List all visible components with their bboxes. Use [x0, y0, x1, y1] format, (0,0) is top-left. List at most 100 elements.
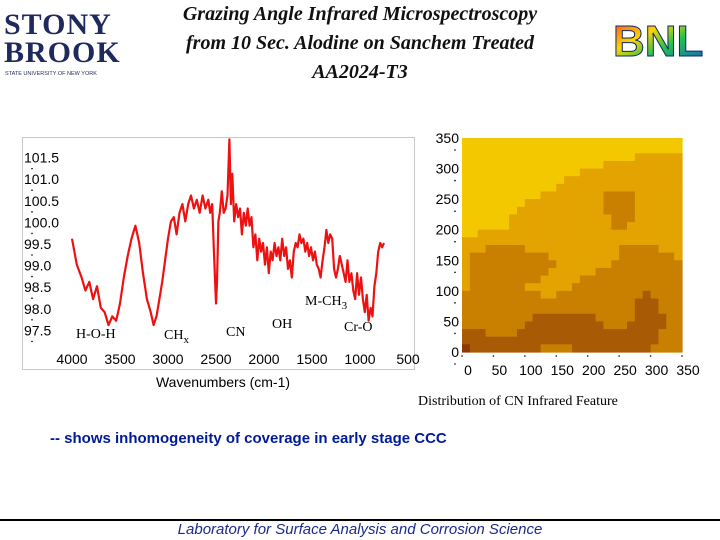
map-cell	[627, 336, 636, 345]
map-cell	[532, 145, 542, 154]
map-cell	[674, 336, 683, 345]
map-cell	[611, 214, 620, 223]
map-cell	[658, 283, 667, 292]
map-cell	[540, 176, 550, 185]
map-cell	[524, 298, 534, 307]
map-x-tick-label: 150	[551, 362, 575, 378]
map-cell	[674, 252, 683, 261]
y-tick-mark	[31, 318, 33, 321]
map-cell	[548, 183, 557, 193]
map-x-tick-mark	[555, 355, 558, 357]
map-cell	[548, 214, 557, 223]
map-cell	[493, 191, 502, 200]
map-cell	[611, 183, 620, 193]
map-cell	[524, 252, 534, 261]
map-cell	[603, 229, 612, 238]
map-cell	[517, 153, 526, 162]
map-cell	[666, 183, 675, 193]
map-cell	[579, 290, 589, 300]
map-y-tick-mark	[454, 210, 456, 212]
map-cell	[674, 222, 683, 231]
map-cell	[611, 275, 620, 284]
map-cell	[501, 214, 510, 223]
map-cell	[572, 329, 581, 338]
map-cell	[595, 252, 605, 261]
map-cell	[485, 344, 495, 353]
map-cell	[674, 229, 683, 238]
map-cell	[587, 252, 597, 261]
map-cell	[485, 290, 495, 300]
map-cell	[548, 237, 557, 246]
map-cell	[556, 336, 565, 345]
map-cell	[548, 206, 557, 216]
map-cell	[666, 275, 675, 284]
title-line-1: Grazing Angle Infrared Microspectroscopy	[182, 3, 538, 25]
map-cell	[587, 275, 597, 284]
map-cell	[485, 298, 495, 307]
map-cell	[469, 138, 479, 147]
map-cell	[619, 160, 628, 170]
map-cell	[509, 306, 518, 315]
map-cell	[462, 237, 471, 246]
map-cell	[564, 275, 573, 284]
map-cell	[509, 283, 518, 292]
map-cell	[485, 283, 495, 292]
map-cell	[517, 298, 526, 307]
map-cell	[603, 275, 612, 284]
map-cell	[564, 176, 573, 185]
map-cell	[587, 229, 597, 238]
map-cell	[540, 329, 550, 338]
map-cell	[666, 245, 675, 254]
map-cell	[603, 153, 612, 162]
map-cell	[532, 245, 542, 254]
map-cell	[674, 237, 683, 246]
map-cell	[477, 191, 487, 200]
map-cell	[548, 153, 557, 162]
map-cell	[540, 306, 550, 315]
x-tick-label: 2000	[248, 351, 279, 367]
map-cell	[666, 283, 675, 292]
map-cell	[517, 199, 526, 208]
map-cell	[517, 306, 526, 315]
map-cell	[579, 275, 589, 284]
map-cell	[666, 199, 675, 208]
map-cell	[556, 344, 565, 353]
x-tick-label: 1500	[296, 351, 327, 367]
map-cell	[674, 321, 683, 330]
map-cell	[462, 222, 471, 231]
map-cell	[603, 160, 612, 170]
map-cell	[469, 321, 479, 330]
map-cell	[595, 153, 605, 162]
map-cell	[556, 206, 565, 216]
map-y-tick-label: 100	[436, 283, 460, 299]
map-cell	[462, 229, 471, 238]
map-cell	[619, 275, 628, 284]
map-cell	[564, 260, 573, 269]
map-cell	[509, 183, 518, 193]
map-cell	[658, 245, 667, 254]
y-tick-label: 98.0	[24, 301, 51, 317]
map-cell	[658, 160, 667, 170]
map-cell	[572, 245, 581, 254]
map-cell	[524, 283, 534, 292]
map-cell	[658, 206, 667, 216]
map-cell	[611, 321, 620, 330]
y-tick-label: 99.0	[24, 258, 51, 274]
map-caption: Distribution of CN Infrared Feature	[418, 394, 618, 409]
map-cell	[556, 191, 565, 200]
map-cell	[634, 298, 644, 307]
map-cell	[572, 222, 581, 231]
map-cell	[634, 229, 644, 238]
map-cell	[595, 329, 605, 338]
map-cell	[532, 252, 542, 261]
map-cell	[469, 298, 479, 307]
map-cell	[611, 298, 620, 307]
map-cell	[627, 160, 636, 170]
map-cell	[517, 344, 526, 353]
map-cell	[603, 145, 612, 154]
map-cell	[674, 290, 683, 300]
map-cell	[650, 160, 660, 170]
map-cell	[564, 183, 573, 193]
map-cell	[548, 321, 557, 330]
map-cell	[658, 145, 667, 154]
